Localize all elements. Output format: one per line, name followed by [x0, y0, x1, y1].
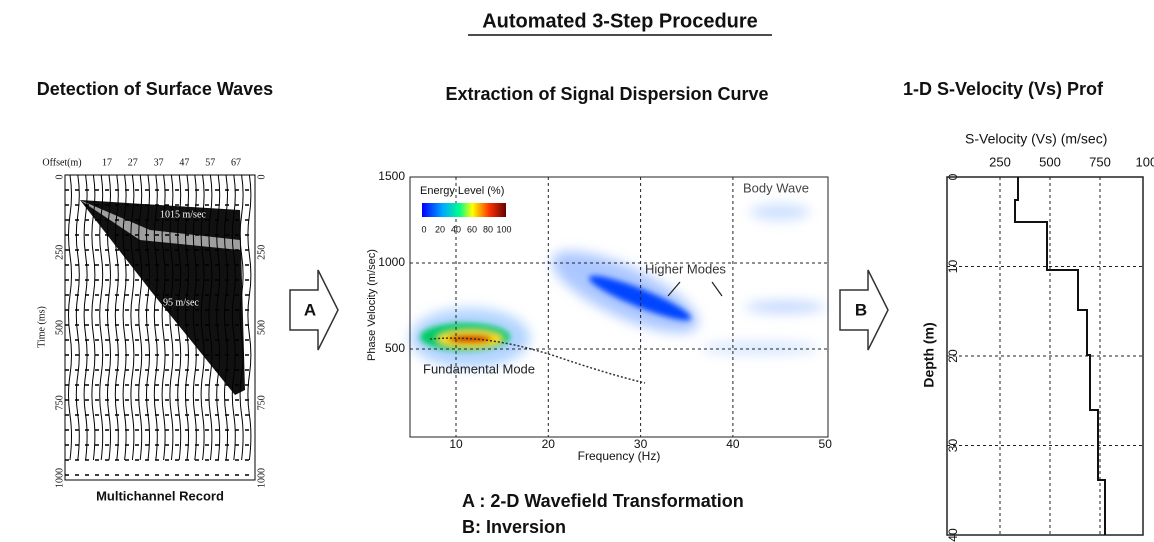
trace [99, 174, 104, 461]
legend-item: A : 2-D Wavefield Transformation [462, 491, 744, 511]
annotation: 1015 m/sec [160, 209, 206, 220]
y-tick-label: 10 [946, 260, 960, 274]
y-label: Depth (m) [921, 322, 937, 387]
plot-frame [409, 176, 829, 438]
y-tick-label: 750 [256, 395, 267, 410]
x-tick-label: 37 [154, 157, 164, 168]
colorbar-tick-label: 0 [421, 224, 426, 234]
colorbar [422, 203, 506, 217]
trace [114, 174, 119, 461]
y-tick-label: 750 [54, 395, 65, 410]
x-tick-label: 57 [205, 157, 215, 168]
y-tick-label: 500 [385, 341, 405, 355]
trace [68, 174, 72, 461]
trace [169, 174, 174, 461]
trace [216, 174, 221, 461]
x-tick-label: 20 [542, 437, 556, 451]
y-tick-label: 250 [54, 245, 65, 260]
trace [208, 174, 213, 461]
trace [192, 174, 197, 461]
trace [75, 174, 80, 461]
y-tick-label: 0 [54, 175, 65, 180]
trace [130, 174, 135, 461]
y-tick-label: 250 [256, 245, 267, 260]
y-tick-label: 40 [946, 528, 960, 542]
caption: Multichannel Record [96, 488, 224, 503]
trace [239, 174, 244, 461]
trace [107, 174, 111, 461]
y-label: Phase Velocity (m/sec) [366, 249, 378, 361]
colorbar-tick-label: 80 [483, 224, 493, 234]
x-tick-label: 17 [102, 157, 112, 168]
x-tick-label: 27 [128, 157, 138, 168]
y-tick-label: 1000 [256, 468, 267, 488]
main-title: Automated 3-Step Procedure [482, 10, 758, 32]
x-tick-label: 67 [231, 157, 241, 168]
colorbar-tick-label: 40 [451, 224, 461, 234]
y-tick-label: 0 [946, 173, 960, 180]
x-tick-label: 10 [449, 437, 463, 451]
seismic-record [64, 174, 256, 481]
panel-title: Detection of Surface Waves [37, 79, 273, 99]
trace [185, 174, 189, 461]
trace [91, 174, 96, 461]
legend-item: B: Inversion [462, 517, 566, 537]
y-tick-label: 20 [946, 349, 960, 363]
x-label: S-Velocity (Vs) (m/sec) [965, 131, 1107, 147]
trace [83, 174, 88, 461]
x-tick-label: 50 [819, 437, 833, 451]
y-tick-label: 30 [946, 439, 960, 453]
x-tick-label: 40 [726, 437, 740, 451]
colorbar-tick-label: 60 [467, 224, 477, 234]
trace [153, 174, 158, 461]
y-tick-label: 1000 [54, 468, 65, 488]
annotation: 95 m/sec [163, 297, 199, 308]
colorbar-tick-label: 100 [496, 224, 511, 234]
plot-frame [946, 176, 1144, 536]
panel-title: Extraction of Signal Dispersion Curve [445, 84, 768, 104]
trace [247, 174, 252, 461]
annotation: Body Wave [743, 180, 809, 195]
y-tick-label: 1000 [378, 255, 405, 269]
x-tick-label: 750 [1089, 154, 1111, 169]
trace [138, 174, 143, 461]
trace [231, 174, 236, 461]
y-tick-label: 1500 [378, 169, 405, 183]
x-label: Frequency (Hz) [578, 449, 661, 463]
dispersion-image [410, 177, 828, 437]
trace [161, 174, 166, 461]
x-tick-label: 250 [989, 154, 1011, 169]
y-tick-label: 500 [256, 320, 267, 335]
trace [122, 174, 127, 461]
colorbar-label: Energy Level (%) [420, 185, 504, 197]
x-label: Offset(m) [42, 157, 81, 168]
y-tick-label: 0 [256, 175, 267, 180]
y-tick-label: 500 [54, 320, 65, 335]
x-tick-label: 1000 [1136, 154, 1154, 169]
trace [200, 174, 205, 461]
x-tick-label: 30 [634, 437, 648, 451]
panel-title: 1-D S-Velocity (Vs) Prof [903, 79, 1104, 99]
trace [224, 174, 228, 461]
arrow-label: B [855, 300, 867, 319]
x-tick-label: 500 [1039, 154, 1061, 169]
trace [177, 174, 182, 461]
arrow [289, 269, 339, 351]
arrow [839, 269, 889, 351]
x-tick-label: 47 [179, 157, 189, 168]
annotation-arrows [667, 281, 723, 297]
vs-profile [1014, 177, 1106, 535]
annotation: Higher Modes [645, 261, 726, 276]
trace [146, 174, 150, 461]
y-label: Time (ms) [36, 306, 47, 348]
arrow-label: A [304, 300, 316, 319]
annotation: Fundamental Mode [423, 361, 535, 376]
colorbar-tick-label: 20 [435, 224, 445, 234]
